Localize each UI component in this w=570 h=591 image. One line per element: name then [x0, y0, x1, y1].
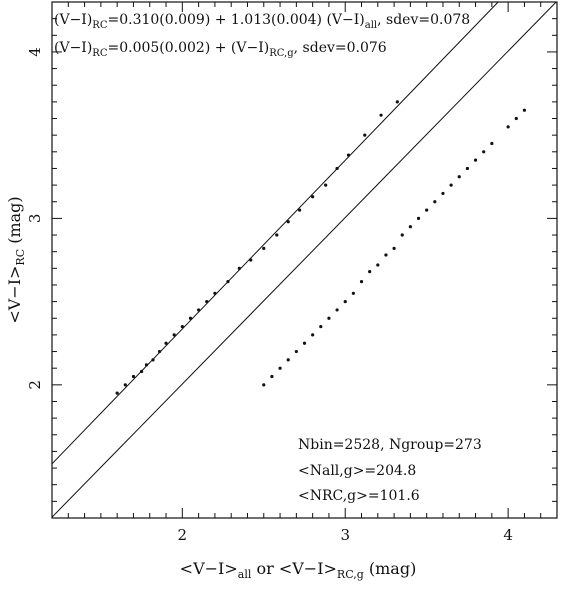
- data-point-grouped-7: [311, 333, 315, 337]
- y-tick-label: 2: [26, 380, 44, 390]
- data-point-all-14: [213, 291, 217, 295]
- data-point-all-20: [286, 220, 290, 224]
- data-point-grouped-9: [327, 316, 331, 320]
- x-axis-label-subscript-1: all: [238, 568, 252, 581]
- data-point-all-25: [346, 153, 351, 157]
- scatter-points: [115, 100, 527, 395]
- data-point-grouped-1: [262, 383, 266, 387]
- data-point-grouped-3: [278, 366, 282, 370]
- data-point-all-6: [151, 358, 155, 362]
- data-point-grouped-18: [400, 233, 404, 237]
- stats-line-2: <Nall,g>=204.8: [298, 463, 416, 479]
- data-point-grouped-22: [433, 200, 437, 204]
- data-point-grouped-29: [490, 141, 494, 146]
- data-point-grouped-23: [441, 191, 445, 196]
- data-point-all-2: [123, 383, 127, 387]
- y-axis-label-subscript: RC: [14, 249, 27, 266]
- equation-2-subscript-1: RC: [92, 48, 108, 59]
- x-axis-label-prefix: <V−I>: [180, 559, 238, 578]
- data-point-all-13: [205, 300, 209, 304]
- data-point-grouped-15: [376, 263, 380, 267]
- equation-line-1: (V−I)RC=0.310(0.009) + 1.013(0.004) (V−I…: [54, 12, 470, 31]
- data-point-grouped-14: [368, 270, 372, 274]
- data-point-all-23: [324, 183, 328, 187]
- equation-line-2: (V−I)RC=0.005(0.002) + (V−I)RC,g, sdev=0…: [54, 40, 387, 59]
- data-point-all-16: [237, 266, 241, 270]
- axis-ticks: 2 3 4 2 3 4: [26, 1, 558, 544]
- data-point-all-10: [180, 324, 184, 329]
- data-point-all-15: [226, 280, 230, 284]
- y-tick-label: 4: [26, 47, 44, 57]
- data-point-grouped-12: [351, 291, 355, 295]
- data-point-grouped-25: [457, 175, 461, 179]
- data-point-grouped-2: [270, 374, 274, 379]
- plot-frame: [51, 1, 558, 519]
- equation-1-part-1: (V−I): [54, 12, 92, 28]
- y-axis-label-prefix: <V−I>: [5, 266, 24, 324]
- equation-2-part-1: (V−I): [54, 40, 92, 56]
- data-point-all-4: [139, 369, 144, 374]
- x-axis-label-middle: or <V−I>: [251, 559, 337, 578]
- data-point-grouped-32: [522, 108, 527, 112]
- data-point-all-18: [262, 246, 266, 250]
- y-tick-label: 3: [26, 214, 44, 224]
- data-point-all-19: [275, 233, 279, 237]
- data-point-all-22: [311, 195, 315, 199]
- data-point-grouped-26: [465, 166, 470, 171]
- data-point-grouped-28: [482, 150, 486, 154]
- data-point-all-3: [131, 374, 136, 379]
- data-point-all-21: [298, 208, 302, 212]
- fit-line-2: [51, 1, 557, 518]
- data-point-grouped-6: [302, 341, 307, 345]
- data-point-grouped-19: [408, 225, 412, 229]
- data-point-all-7: [157, 349, 162, 354]
- x-tick-label: 2: [178, 526, 188, 544]
- data-point-grouped-10: [335, 308, 339, 312]
- data-point-all-11: [188, 316, 193, 320]
- data-point-grouped-13: [359, 280, 364, 284]
- equation-2-part-3: , sdev=0.076: [294, 40, 387, 56]
- fit-lines: [51, 1, 557, 518]
- stats-line-3: <NRC,g>=101.6: [298, 488, 420, 504]
- data-point-grouped-4: [286, 358, 290, 362]
- data-point-grouped-8: [319, 324, 323, 329]
- y-axis-label-suffix: (mag): [5, 196, 24, 249]
- data-point-grouped-20: [416, 216, 421, 220]
- fit-line-1: [51, 1, 499, 465]
- data-point-grouped-21: [425, 208, 429, 212]
- data-point-grouped-5: [294, 349, 298, 354]
- equation-1-part-2: =0.310(0.009) + 1.013(0.004) (V−I): [107, 12, 364, 28]
- x-axis-label: <V−I>all or <V−I>RC,g (mag): [180, 559, 417, 581]
- x-axis-label-subscript-2: RC,g: [337, 568, 364, 581]
- equation-1-subscript-1: RC: [92, 20, 108, 31]
- data-point-all-27: [379, 113, 383, 117]
- x-tick-label: 4: [503, 526, 513, 544]
- data-point-all-12: [197, 308, 201, 312]
- data-point-grouped-31: [514, 116, 518, 121]
- equation-2-subscript-2: RC,g: [269, 48, 294, 59]
- data-point-grouped-16: [384, 253, 388, 257]
- data-point-grouped-27: [473, 158, 478, 162]
- data-point-grouped-30: [506, 125, 510, 129]
- data-point-all-17: [249, 258, 253, 262]
- data-point-all-1: [115, 391, 119, 395]
- equation-1-subscript-2: all: [365, 20, 377, 31]
- data-point-all-26: [363, 133, 367, 137]
- equation-1-part-3: , sdev=0.078: [377, 12, 470, 28]
- data-point-all-24: [335, 166, 339, 171]
- equation-2-part-2: =0.005(0.002) + (V−I): [107, 40, 269, 56]
- data-point-all-9: [172, 333, 176, 337]
- data-point-all-28: [395, 100, 399, 104]
- data-point-grouped-24: [449, 183, 453, 187]
- x-axis-label-suffix: (mag): [364, 559, 417, 578]
- data-point-grouped-17: [392, 246, 396, 250]
- x-tick-label: 3: [340, 526, 350, 544]
- stats-line-1: Nbin=2528, Ngroup=273: [298, 437, 482, 453]
- data-point-all-5: [144, 363, 149, 367]
- y-axis-label: <V−I>RC (mag): [5, 196, 27, 323]
- data-point-grouped-11: [343, 300, 347, 304]
- data-point-all-8: [164, 341, 168, 345]
